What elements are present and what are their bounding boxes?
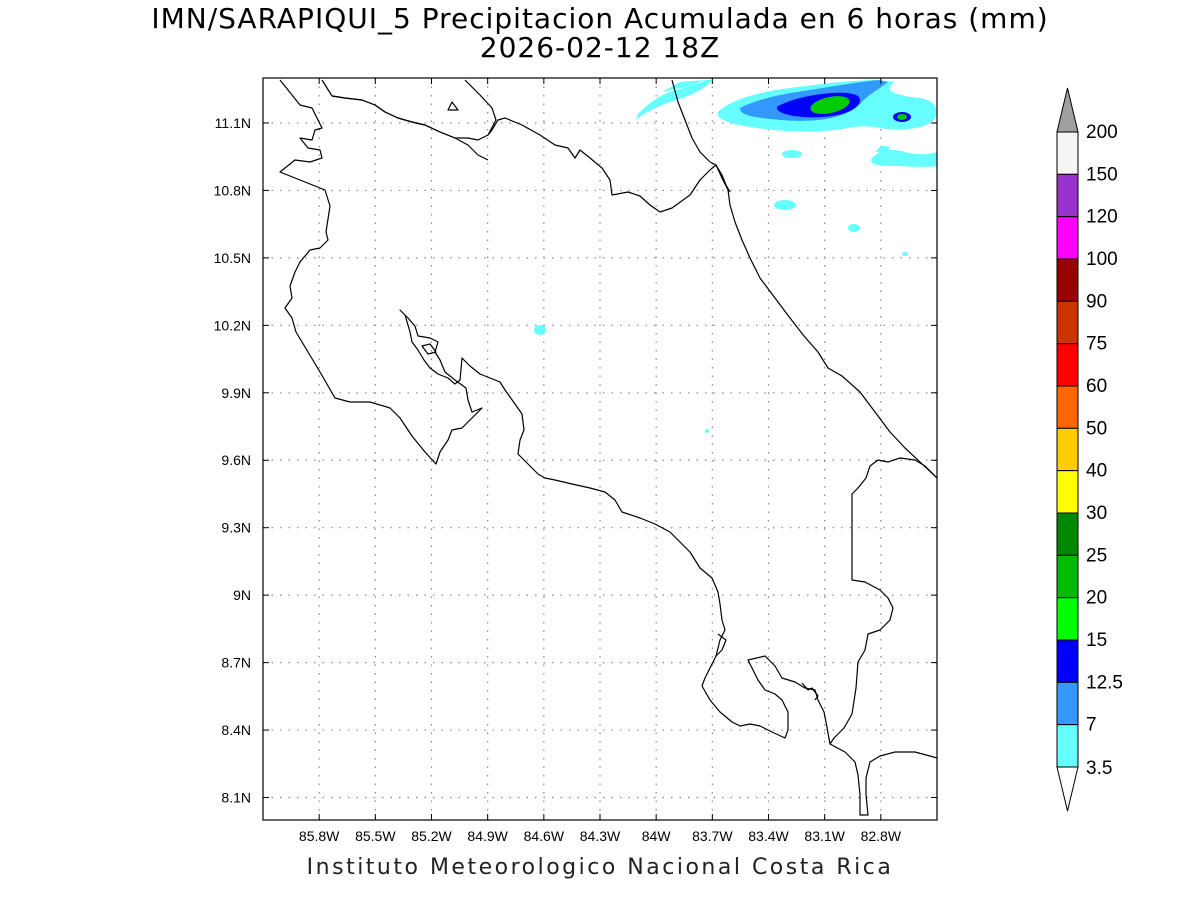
legend-swatch <box>1056 216 1079 260</box>
legend-label: 75 <box>1086 334 1107 355</box>
legend-swatch <box>1056 427 1079 472</box>
precip-area-east-green <box>897 114 907 120</box>
legend-label: 150 <box>1086 164 1118 185</box>
legend-swatch <box>1056 724 1079 768</box>
legend-swatch <box>1056 470 1079 514</box>
legend-swatch <box>1056 300 1079 345</box>
legend-label: 30 <box>1086 503 1107 524</box>
precip-area-north-cyan-2 <box>636 80 712 120</box>
caribbean-coast-north <box>709 161 731 193</box>
legend-swatch <box>1056 512 1079 556</box>
precip-area-small-2 <box>774 200 796 210</box>
legend-swatch <box>1056 597 1079 641</box>
peninsula-tip <box>715 633 727 657</box>
precip-area-small-1 <box>782 150 802 158</box>
precipitation-areas <box>534 80 937 433</box>
precip-area-east-band <box>871 150 937 167</box>
legend-swatch <box>1056 258 1079 302</box>
x-tick-label: 84.9W <box>467 828 508 844</box>
legend-swatch <box>1056 639 1079 683</box>
y-tick-label: 9.9N <box>221 385 251 401</box>
x-tick-label: 83.4W <box>748 828 789 844</box>
x-axis: 85.8W 85.5W 85.2W 84.9W 84.6W 84.3W 84W 83.7W 83… <box>299 78 902 844</box>
precip-area-east-band-2 <box>876 145 890 153</box>
legend-label: 200 <box>1086 122 1118 143</box>
precip-area-small-3 <box>848 224 860 232</box>
legend-arrow-top <box>1056 87 1079 133</box>
legend-label: 25 <box>1086 545 1107 566</box>
legend-swatch <box>1056 343 1079 387</box>
legend-swatch <box>1056 681 1079 726</box>
color-legend: 200 150 120 100 90 75 60 50 40 30 25 20 15 12.5 7 3.5 <box>1056 87 1123 812</box>
legend-label: 40 <box>1086 461 1107 482</box>
border-panama <box>829 457 937 745</box>
x-tick-label: 83.1W <box>804 828 845 844</box>
y-tick-label: 8.4N <box>221 722 251 738</box>
y-tick-label: 9.3N <box>221 520 251 536</box>
lake-nicaragua-shore <box>331 95 489 161</box>
plot-background <box>263 78 937 820</box>
x-tick-label: 85.8W <box>299 828 340 844</box>
legend-label-bottom: 3.5 <box>1086 758 1112 779</box>
y-tick-label: 10.2N <box>214 317 251 333</box>
coastline-pacific <box>279 79 937 816</box>
x-tick-label: 84.6W <box>524 828 565 844</box>
precip-area-small-5 <box>534 325 546 335</box>
legend-label: 60 <box>1086 376 1107 397</box>
legend-label: 100 <box>1086 249 1118 270</box>
legend-swatch <box>1056 173 1079 218</box>
coastline-pacific-detail <box>801 682 819 701</box>
y-tick-label: 10.5N <box>214 250 251 266</box>
legend-label: 12.5 <box>1086 672 1123 693</box>
lake-nicaragua-north <box>464 79 497 136</box>
coastline-northwest-lake <box>321 79 333 97</box>
legend-label: 15 <box>1086 630 1107 651</box>
chart-title: IMN/SARAPIQUI_5 Precipitacion Acumulada … <box>151 2 1049 35</box>
legend-arrow-bottom <box>1056 766 1079 812</box>
legend-label: 120 <box>1086 207 1118 228</box>
precip-area-green <box>810 96 850 114</box>
legend-label: 20 <box>1086 588 1107 609</box>
y-axis: 11.1N 10.8N 10.5N 10.2N 9.9N 9.6N 9.3N 9N 8.7N 8.… <box>214 115 937 806</box>
island-lake <box>447 101 459 111</box>
chart-subtitle-date: 2026-02-12 18Z <box>479 31 721 64</box>
precip-area-small-6 <box>705 429 709 433</box>
y-tick-label: 9.6N <box>221 452 251 468</box>
y-tick-label: 9N <box>233 587 251 603</box>
x-tick-label: 84W <box>642 828 672 844</box>
y-tick-label: 11.1N <box>215 115 251 131</box>
x-tick-label: 85.2W <box>411 828 452 844</box>
y-tick-label: 8.1N <box>221 790 251 806</box>
river-san-juan <box>671 79 711 163</box>
y-tick-label: 10.8N <box>214 182 251 198</box>
y-tick-label: 8.7N <box>221 655 251 671</box>
x-tick-label: 84.3W <box>580 828 621 844</box>
footer-credit: Instituto Meteorologico Nacional Costa R… <box>306 855 894 880</box>
precip-area-northwest-edge <box>662 80 705 92</box>
x-tick-label: 85.5W <box>355 828 396 844</box>
x-tick-label: 82.8W <box>861 828 902 844</box>
x-tick-label: 83.7W <box>692 828 733 844</box>
legend-label: 50 <box>1086 418 1107 439</box>
legend-swatch <box>1056 554 1079 599</box>
precip-area-small-4 <box>902 252 908 256</box>
legend-label: 7 <box>1086 715 1097 736</box>
legend-swatch <box>1056 131 1079 175</box>
island-gulf-nicoya <box>421 343 437 355</box>
legend-swatch <box>1056 385 1079 429</box>
legend-label: 90 <box>1086 291 1107 312</box>
coastline-borders <box>279 79 937 816</box>
